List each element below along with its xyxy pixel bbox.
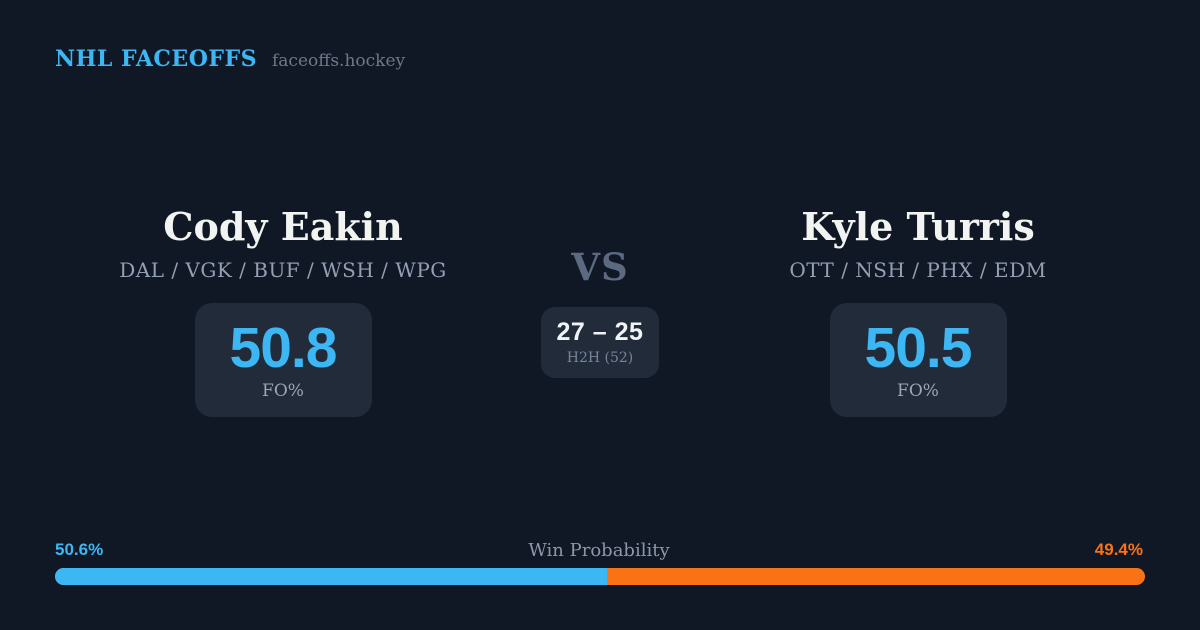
h2h-score: 27 – 25 (556, 318, 644, 347)
fo-stat-box-right: 50.5 FO% (829, 302, 1007, 417)
player-card-left: Cody Eakin DAL / VGK / BUF / WSH / WPG 5… (98, 205, 468, 417)
win-probability-right-pct: 49.4% (1094, 540, 1143, 559)
win-probability-blue-segment (55, 568, 607, 585)
player-name-right: Kyle Turris (801, 204, 1035, 249)
player-name-left: Cody Eakin (163, 204, 403, 249)
versus-section: VS 27 – 25 H2H (52) (515, 248, 685, 378)
fo-stat-box-left: 50.8 FO% (194, 302, 372, 417)
h2h-box: 27 – 25 H2H (52) (541, 306, 659, 378)
header: NHL FACEOFFS faceoffs.hockey (55, 46, 405, 72)
player-card-right: Kyle Turris OTT / NSH / PHX / EDM 50.5 F… (733, 205, 1103, 417)
player-teams-left: DAL / VGK / BUF / WSH / WPG (119, 257, 447, 282)
site-url[interactable]: faceoffs.hockey (272, 51, 406, 71)
win-probability-labels: 50.6% Win Probability 49.4% (55, 540, 1143, 562)
fo-label-left: FO% (262, 381, 304, 402)
versus-label: VS (571, 245, 629, 289)
win-probability-left-pct: 50.6% (55, 540, 104, 559)
brand-logo: NHL FACEOFFS (55, 46, 257, 72)
fo-value-right: 50.5 (864, 316, 973, 381)
win-probability-title: Win Probability (528, 540, 670, 561)
win-probability-bar (55, 568, 1145, 585)
player-teams-right: OTT / NSH / PHX / EDM (789, 257, 1047, 282)
fo-label-right: FO% (897, 381, 939, 402)
h2h-label: H2H (52) (566, 350, 634, 367)
fo-value-left: 50.8 (229, 316, 338, 381)
